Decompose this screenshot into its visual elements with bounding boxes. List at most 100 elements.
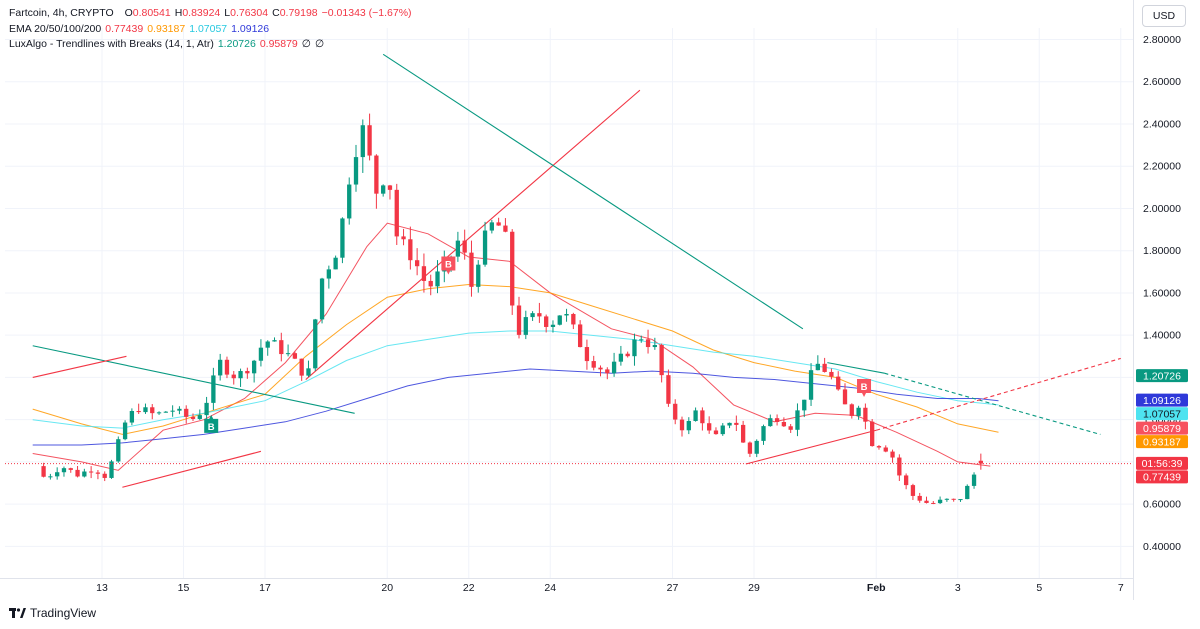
candle (231, 370, 236, 385)
candle (822, 357, 827, 373)
luxalgo-value-3: ∅ (301, 38, 311, 50)
price-axis-label-text: 1.09126 (1143, 395, 1181, 407)
candle-body (184, 408, 189, 417)
price-axis-label: 1.20726 (1136, 369, 1188, 382)
candle-body (652, 345, 657, 348)
candle (408, 226, 413, 270)
candle (795, 403, 800, 437)
candle-body (903, 475, 909, 486)
candle-body (937, 499, 943, 504)
candle (401, 228, 406, 246)
candle (693, 407, 698, 422)
trendline (305, 89, 641, 380)
candle-body (292, 353, 298, 359)
tradingview-icon (9, 608, 26, 618)
candle (842, 383, 848, 405)
candle (292, 351, 298, 360)
candle-body (571, 314, 576, 325)
ema-line (32, 222, 991, 471)
candle (272, 337, 277, 342)
luxalgo-value-1: 1.20726 (217, 38, 256, 50)
candle (245, 367, 250, 379)
ema-label: EMA 20/50/100/200 (9, 22, 102, 35)
candle (564, 308, 569, 322)
legend-ema-row[interactable]: EMA 20/50/100/200 0.77439 0.93187 1.0705… (9, 22, 412, 38)
candle-body (917, 495, 922, 501)
candle-body (211, 375, 216, 403)
candle-body (707, 423, 712, 431)
candle-body (353, 157, 359, 185)
candle-body (740, 424, 746, 443)
candle-body (564, 314, 569, 316)
ema-line (32, 283, 999, 435)
candle (707, 416, 712, 434)
price-axis-label-text: 01:56:39 (1142, 458, 1183, 470)
x-tick-label: 27 (667, 582, 679, 594)
candle (435, 260, 440, 294)
candle-body (584, 347, 590, 362)
candle (931, 501, 936, 505)
price-axis-label-bg (1136, 435, 1188, 449)
close-value: 0.79198 (279, 7, 318, 19)
x-tick-label: 24 (544, 582, 556, 594)
candle-body (95, 472, 101, 474)
legend-luxalgo-row[interactable]: LuxAlgo - Trendlines with Breaks (14, 1,… (9, 37, 412, 53)
candle (727, 422, 732, 429)
candle-body (544, 316, 549, 327)
candle (387, 184, 393, 200)
symbol-label[interactable]: Fartcoin, 4h, CRYPTO (9, 7, 114, 19)
candle (116, 436, 121, 463)
y-tick-label: 2.40000 (1143, 118, 1181, 130)
candle-body (510, 231, 515, 306)
candle (394, 183, 399, 245)
candle-body (285, 353, 291, 355)
candle-body (455, 240, 461, 257)
price-axis-label-bg (1136, 369, 1188, 383)
candle-body (965, 485, 970, 500)
ema-line (32, 368, 999, 446)
trendline (827, 362, 885, 374)
candle (353, 144, 359, 192)
candle (462, 229, 467, 260)
candle (503, 218, 508, 233)
candle (136, 403, 141, 414)
close-label: C (272, 7, 280, 19)
candle (177, 406, 182, 415)
ema200-value: 1.09126 (231, 22, 270, 35)
candle (591, 355, 596, 371)
price-axis-label: 1.09126 (1136, 393, 1188, 407)
candle (788, 424, 793, 433)
candle (340, 217, 345, 264)
candle (951, 498, 956, 502)
price-axis-label: 0.77439 (1136, 470, 1188, 484)
candle-body (808, 370, 814, 400)
candle-body (768, 418, 773, 427)
tradingview-brand: TradingView (30, 606, 97, 620)
candle-body (713, 430, 719, 435)
candle-body (326, 269, 331, 279)
candle (489, 219, 494, 234)
candle-body (482, 230, 488, 265)
candle-body (102, 473, 107, 478)
candle (367, 113, 372, 161)
candle (319, 277, 325, 324)
trendline (32, 355, 127, 378)
candle (557, 315, 562, 326)
candle-body (870, 421, 875, 447)
candle (883, 445, 888, 453)
candle (836, 371, 841, 391)
candle-body (673, 403, 678, 420)
candle-body (414, 260, 420, 267)
candle-body (890, 451, 895, 458)
candle (863, 403, 868, 430)
candle-body (802, 399, 807, 411)
candle-body (577, 324, 583, 348)
currency-button[interactable]: USD (1142, 5, 1186, 27)
candle (870, 419, 875, 447)
candle-body (231, 374, 236, 379)
price-chart[interactable]: 2.80000 2.60000 2.40000 2.20000 2.00000 1.800… (0, 0, 1188, 600)
tradingview-logo[interactable]: TradingView (9, 606, 96, 620)
candle-body (897, 457, 902, 476)
candle (584, 339, 590, 370)
candle-body (238, 371, 243, 379)
